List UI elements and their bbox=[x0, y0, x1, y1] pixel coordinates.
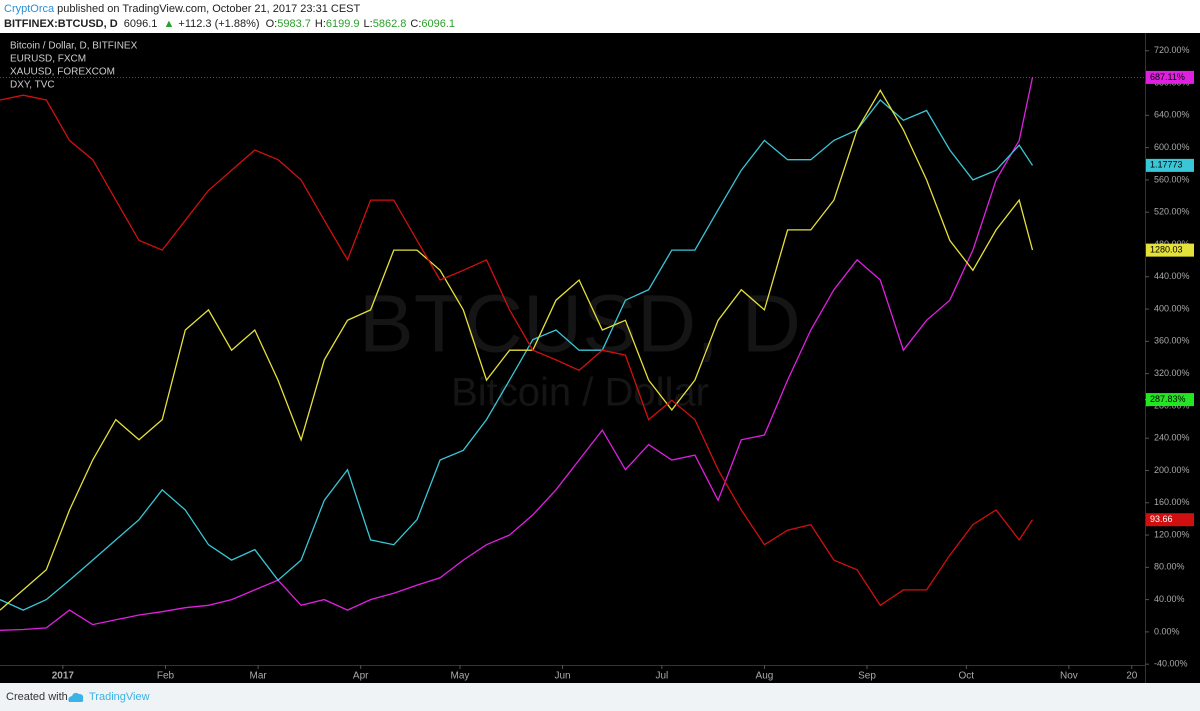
last-value-label-bg bbox=[1146, 70, 1194, 84]
last-value-label: 1280.03 bbox=[1150, 244, 1183, 254]
price: 6096.1 bbox=[123, 18, 158, 30]
series-line bbox=[0, 99, 1034, 611]
ohlc: O:5983.7 H:6199.9 L:5862.8 C:6096.1 bbox=[266, 18, 459, 30]
y-tick-label: 320.00% bbox=[1154, 368, 1190, 378]
header: CryptOrca published on TradingView.com, O… bbox=[0, 0, 1200, 33]
y-tick-label: 0.00% bbox=[1154, 626, 1180, 636]
series-line bbox=[0, 77, 1034, 631]
y-tick-label: 560.00% bbox=[1154, 174, 1190, 184]
publish-text: published on TradingView.com, October 21… bbox=[57, 3, 361, 15]
footer-brand[interactable]: TradingView bbox=[89, 691, 150, 703]
ohlc-label: H: bbox=[314, 18, 326, 30]
footer-text: Created with bbox=[6, 691, 68, 703]
x-tick-label: Apr bbox=[353, 671, 369, 682]
y-tick-label: 720.00% bbox=[1154, 45, 1190, 55]
ohlc-value: 5862.8 bbox=[372, 18, 407, 30]
x-tick-label: Jul bbox=[655, 671, 668, 682]
ohlc-label: L: bbox=[363, 18, 373, 30]
last-value-label: 93.66 bbox=[1150, 514, 1173, 524]
y-tick-label: 160.00% bbox=[1154, 497, 1190, 507]
legend-entry: DXY, TVC bbox=[10, 80, 55, 91]
last-value-label-bg bbox=[1146, 513, 1194, 527]
y-tick-label: 200.00% bbox=[1154, 465, 1190, 475]
publish-line: CryptOrca published on TradingView.com, O… bbox=[4, 3, 363, 15]
x-tick-label: 20 bbox=[1126, 671, 1138, 682]
legend-entry: XAUUSD, FOREXCOM bbox=[10, 67, 115, 78]
y-tick-label: 400.00% bbox=[1154, 303, 1190, 313]
chart-bg bbox=[0, 33, 1200, 683]
ohlc-value: 5983.7 bbox=[277, 18, 311, 30]
x-tick-label: Mar bbox=[250, 671, 268, 682]
footer: Created with TradingView bbox=[0, 683, 1200, 711]
last-value-label: 1.17773 bbox=[1150, 160, 1183, 170]
ohlc-label: C: bbox=[410, 18, 422, 30]
last-value-label: 687.11% bbox=[1150, 72, 1185, 82]
last-value-label-bg bbox=[1146, 158, 1194, 172]
marker-label: 287.83% bbox=[1150, 394, 1186, 404]
y-tick-label: 240.00% bbox=[1154, 433, 1190, 443]
x-tick-label: Oct bbox=[959, 671, 975, 682]
x-tick-label: 2017 bbox=[52, 671, 75, 682]
y-tick-label: 440.00% bbox=[1154, 271, 1190, 281]
x-tick-label: Nov bbox=[1060, 671, 1078, 682]
y-tick-label: 360.00% bbox=[1154, 336, 1190, 346]
series-line bbox=[0, 89, 1034, 611]
x-tick-label: Jun bbox=[555, 671, 571, 682]
x-tick-label: May bbox=[451, 671, 470, 682]
y-tick-label: 120.00% bbox=[1154, 529, 1190, 539]
y-tick-label: 80.00% bbox=[1154, 562, 1185, 572]
x-tick-label: Sep bbox=[858, 671, 876, 682]
x-tick-label: Aug bbox=[756, 671, 774, 682]
y-tick-label: -40.00% bbox=[1154, 659, 1188, 669]
x-tick-label: Feb bbox=[157, 671, 175, 682]
marker-label-bg bbox=[1146, 393, 1194, 407]
y-tick-label: 40.00% bbox=[1154, 594, 1185, 604]
logo bbox=[68, 692, 84, 702]
ohlc-value: 6199.9 bbox=[325, 18, 360, 30]
last-value-label-bg bbox=[1146, 243, 1194, 257]
watermark: BTCUSD, D bbox=[359, 279, 801, 370]
legend-entry: Bitcoin / Dollar, D, BITFINEX bbox=[10, 41, 138, 52]
y-tick-label: 600.00% bbox=[1154, 142, 1190, 152]
legend-entry: EURUSD, FXCM bbox=[10, 54, 86, 65]
y-tick-label: 640.00% bbox=[1154, 110, 1190, 120]
ohlc-label: O: bbox=[265, 18, 278, 30]
series-line bbox=[0, 94, 1034, 607]
author[interactable]: CryptOrca bbox=[4, 3, 55, 15]
y-tick-label: 520.00% bbox=[1154, 207, 1190, 217]
ohlc-value: 6096.1 bbox=[421, 18, 456, 30]
symbol-line: BITFINEX:BTCUSD, D 6096.1 ▲ +112.3 (+1.8… bbox=[4, 18, 462, 30]
symbol: BITFINEX:BTCUSD, D bbox=[4, 18, 118, 30]
change: +112.3 (+1.88%) bbox=[178, 18, 260, 30]
arrow: ▲ bbox=[163, 18, 175, 30]
